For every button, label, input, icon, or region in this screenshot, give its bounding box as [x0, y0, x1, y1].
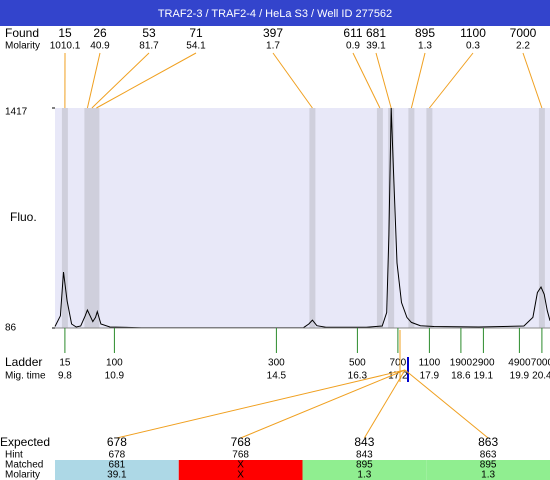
ladder-size: 7000	[531, 358, 550, 369]
row-label: Molarity	[5, 470, 40, 480]
peak-molarity: 1.3	[418, 41, 432, 52]
peak-connector	[352, 52, 381, 109]
title-bar	[0, 0, 550, 26]
peak-molarity: 54.1	[186, 41, 206, 52]
ladder-size: 4900	[508, 358, 531, 369]
ladder-time: 18.6	[451, 371, 471, 382]
molarity-label: Molarity	[5, 41, 40, 52]
ladder-size: 2900	[472, 358, 495, 369]
expected-connector	[404, 369, 489, 439]
expected-size: 863	[478, 435, 498, 449]
ladder-time: 16.3	[348, 371, 368, 382]
expected-size: 768	[231, 435, 251, 449]
ladder-time: 17.9	[420, 371, 440, 382]
plot-area	[55, 108, 550, 328]
matched-molarity: 39.1	[107, 470, 127, 480]
peak-band	[84, 108, 91, 328]
row-label: Matched	[5, 460, 43, 471]
ladder-label: Ladder	[5, 355, 42, 369]
hint: 843	[356, 450, 373, 461]
peak-connector	[96, 52, 197, 109]
peak-connector	[86, 52, 101, 109]
peak-size: 611	[343, 26, 362, 40]
peak-band	[309, 108, 316, 328]
matched-molarity: 1.3	[481, 470, 495, 480]
ladder-time: 20.4	[532, 371, 550, 382]
peak-band	[408, 108, 415, 328]
row-label: Hint	[5, 450, 23, 461]
peak-connector	[91, 52, 150, 109]
ladder-size: 500	[349, 358, 366, 369]
peak-size: 71	[189, 26, 203, 40]
ladder-size: 700	[390, 358, 407, 369]
peak-size: 681	[366, 26, 386, 40]
matched: X	[237, 460, 244, 471]
y-tick-label: 86	[5, 323, 17, 334]
peak-molarity: 0.9	[346, 41, 360, 52]
peak-molarity: 40.9	[90, 41, 110, 52]
expected-connector	[363, 369, 406, 439]
ladder-time: 9.8	[58, 371, 72, 382]
ladder-size: 100	[106, 358, 123, 369]
hint: 768	[232, 450, 249, 461]
matched: 895	[356, 460, 373, 471]
expected-connector	[116, 369, 406, 439]
expected-size: 678	[107, 435, 127, 449]
row-label: Expected	[0, 435, 50, 449]
peak-connector	[272, 52, 313, 109]
mig-time-label: Mig. time	[5, 371, 46, 382]
peak-size: 895	[415, 26, 435, 40]
peak-molarity: 1010.1	[50, 41, 81, 52]
peak-band	[88, 108, 95, 328]
peak-band	[61, 108, 68, 328]
matched-cell	[302, 460, 427, 480]
ladder-size: 15	[59, 358, 71, 369]
matched: 895	[480, 460, 497, 471]
peak-size: 7000	[510, 26, 537, 40]
peak-size: 1100	[460, 26, 486, 40]
peak-molarity: 0.3	[466, 41, 480, 52]
peak-connector	[522, 52, 543, 109]
peak-molarity: 2.2	[516, 41, 530, 52]
expected-size: 843	[354, 435, 374, 449]
peak-size: 26	[93, 26, 107, 40]
peak-molarity: 1.7	[266, 41, 280, 52]
hint: 863	[480, 450, 497, 461]
peak-band	[538, 108, 545, 328]
peak-connector	[410, 52, 426, 109]
peak-band	[426, 108, 433, 328]
ladder-size: 1100	[419, 358, 441, 369]
peak-connector	[429, 52, 474, 109]
matched-molarity: X	[237, 470, 244, 480]
ladder-size: 1900	[450, 358, 473, 369]
peak-molarity: 81.7	[139, 41, 159, 52]
peak-size: 15	[58, 26, 72, 40]
ladder-time: 19.1	[474, 371, 494, 382]
ladder-time: 19.9	[510, 371, 530, 382]
expected-connector	[240, 369, 406, 439]
y-tick-label: 1417	[5, 107, 28, 118]
ladder-time: 10.9	[105, 371, 125, 382]
matched-molarity: 1.3	[357, 470, 371, 480]
matched-cell	[55, 460, 179, 480]
y-label: Fluo.	[10, 210, 37, 224]
ladder-time: 14.5	[267, 371, 287, 382]
ladder-time: 17.2	[388, 371, 408, 382]
peak-molarity: 39.1	[366, 41, 386, 52]
ladder-size: 300	[268, 358, 285, 369]
peak-band	[376, 108, 383, 328]
peak-band	[93, 108, 100, 328]
matched: 681	[109, 460, 126, 471]
peak-band	[388, 108, 395, 328]
peak-size: 397	[263, 26, 283, 40]
title: TRAF2-3 / TRAF2-4 / HeLa S3 / Well ID 27…	[158, 8, 392, 20]
trace	[54, 107, 550, 329]
found-label: Found	[5, 26, 39, 40]
matched-cell	[426, 460, 550, 480]
peak-size: 53	[142, 26, 156, 40]
hint: 678	[109, 450, 126, 461]
peak-connector	[375, 52, 392, 109]
matched-cell	[178, 460, 303, 480]
